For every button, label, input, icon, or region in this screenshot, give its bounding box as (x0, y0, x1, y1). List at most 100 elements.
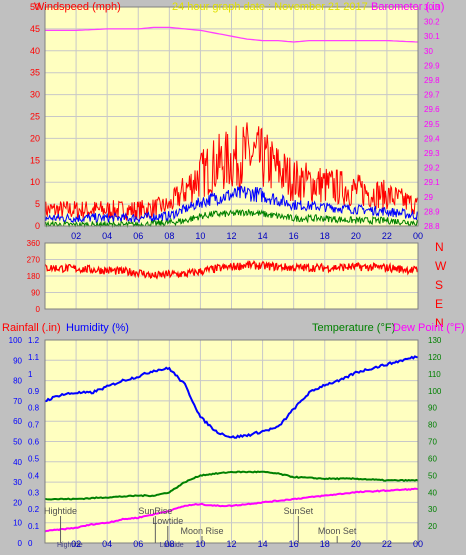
humidity-tick: 50 (13, 438, 22, 447)
windspeed-tick: 35 (30, 68, 40, 78)
direction-tick: 90 (31, 289, 40, 298)
series-gust (44, 122, 419, 222)
direction-tick: 180 (27, 272, 41, 281)
plot-border (44, 339, 419, 544)
barometer-tick: 29.6 (424, 105, 440, 114)
rainfall-axis: 0 0.1 0.2 0.3 0.4 0.5 0.6 0.7 0.8 0.9 1 1.1 1.2 (28, 336, 40, 548)
barometer-tick: 30 (424, 47, 433, 56)
series-minimum (44, 208, 419, 228)
humidity-label: Humidity (%) (66, 322, 129, 334)
humidity-tick: 60 (13, 417, 22, 426)
compass-label: E (435, 297, 443, 311)
rainfall-tick: 0.1 (28, 522, 40, 531)
temperature-axis: 20 30 40 50 60 70 80 90 100 110 120 130 (428, 336, 442, 531)
windspeed-tick: 40 (30, 46, 40, 56)
windspeed-tick: 10 (30, 177, 40, 187)
windspeed-tick: 50 (30, 2, 40, 12)
time-tick: 22 (382, 231, 392, 241)
series-dew_point (44, 487, 419, 533)
direction-tick: 0 (36, 305, 41, 314)
plot-border (44, 6, 419, 227)
barometer-tick: 30.3 (424, 3, 440, 12)
time-tick: 04 (102, 539, 112, 549)
humidity-tick: 70 (13, 397, 22, 406)
temperature-tick: 100 (428, 387, 442, 396)
compass-label: S (435, 278, 443, 292)
humidity-tick: 0 (18, 539, 23, 548)
windspeed-tick: 45 (30, 24, 40, 34)
barometer-tick: 29.2 (424, 164, 440, 173)
rainfall-tick: 0.4 (28, 471, 40, 480)
temperature-tick: 90 (428, 404, 437, 413)
barometer-tick: 29.5 (424, 120, 440, 129)
annotation-label: Hightide (57, 542, 83, 549)
rainfall-tick: 0.5 (28, 454, 40, 463)
time-tick: 12 (226, 231, 236, 241)
windspeed-axis: 0 5 10 15 20 25 30 35 40 45 50 (30, 2, 40, 231)
humidity-time-axis: 02 04 06 08 10 12 14 16 18 20 22 00 (71, 539, 423, 549)
rainfall-tick: 0.2 (28, 505, 40, 514)
barometer-tick: 30.2 (424, 18, 440, 27)
time-tick: 18 (320, 539, 330, 549)
rainfall-tick: 0.7 (28, 421, 40, 430)
humidity-axis: 0 10 20 30 40 50 60 70 80 90 100 (9, 336, 23, 548)
time-tick: 14 (258, 539, 268, 549)
barometer-label: Barometer (.in) (371, 1, 444, 13)
time-tick: 10 (195, 539, 205, 549)
rainfall-tick: 1.1 (28, 353, 40, 362)
dew-point-label: Dew Point (°F) (393, 322, 465, 334)
rainfall-tick: 1 (28, 370, 33, 379)
series-humidity (44, 355, 419, 439)
windspeed-label: Windspeed (mph) (34, 1, 121, 13)
time-tick: 16 (289, 231, 299, 241)
rainfall-tick: 1.2 (28, 336, 40, 345)
time-tick: 00 (413, 539, 423, 549)
temperature-label: Temperature (°F) (312, 322, 395, 334)
compass-label: W (435, 259, 447, 273)
barometer-tick: 29.9 (424, 61, 440, 70)
windspeed-tick: 25 (30, 112, 40, 122)
temperature-tick: 60 (428, 454, 437, 463)
rainfall-label: Rainfall (.in) (2, 322, 61, 334)
wind-barometer-series (44, 6, 419, 228)
rainfall-tick: 0 (28, 539, 33, 548)
time-tick: 10 (195, 231, 205, 241)
time-tick: 08 (164, 539, 174, 549)
annotation-label: SunSet (284, 506, 314, 516)
barometer-tick: 28.8 (424, 222, 440, 231)
rainfall-tick: 0.3 (28, 488, 40, 497)
humidity-temperature-series (44, 339, 419, 544)
compass-label: N (435, 316, 444, 330)
humidity-tick: 20 (13, 498, 22, 507)
time-tick: 20 (351, 539, 361, 549)
temperature-tick: 80 (428, 421, 437, 430)
windspeed-tick: 15 (30, 155, 40, 165)
series-average (44, 185, 419, 224)
series-barometer (45, 26, 419, 43)
time-tick: 20 (351, 231, 361, 241)
temperature-tick: 30 (428, 505, 437, 514)
wind-time-axis: 02 04 06 08 10 12 14 16 18 20 22 00 (71, 231, 423, 241)
humidity-tick: 40 (13, 458, 22, 467)
annotation-label: SunRise (138, 506, 172, 516)
windspeed-tick: 5 (35, 199, 40, 209)
rainfall-tick: 0.6 (28, 438, 40, 447)
windspeed-tick: 20 (30, 133, 40, 143)
barometer-axis: 28.8 28.9 29 29.1 29.2 29.3 29.4 29.5 29.6 29.7 29… (424, 3, 440, 231)
humidity-tick: 30 (13, 478, 22, 487)
time-tick: 16 (289, 539, 299, 549)
time-tick: 06 (133, 231, 143, 241)
time-tick: 04 (102, 231, 112, 241)
barometer-tick: 29.4 (424, 134, 440, 143)
humidity-tick: 100 (9, 336, 23, 345)
temperature-tick: 120 (428, 353, 442, 362)
plot-border (44, 242, 419, 310)
series-temperature (44, 470, 419, 501)
wind-direction-axis: 0 90 180 270 360 (27, 239, 41, 314)
series-direction (44, 259, 419, 280)
windspeed-tick: 0 (35, 221, 40, 231)
temperature-tick: 130 (428, 336, 442, 345)
annotation-label: Lowtide (160, 542, 184, 549)
